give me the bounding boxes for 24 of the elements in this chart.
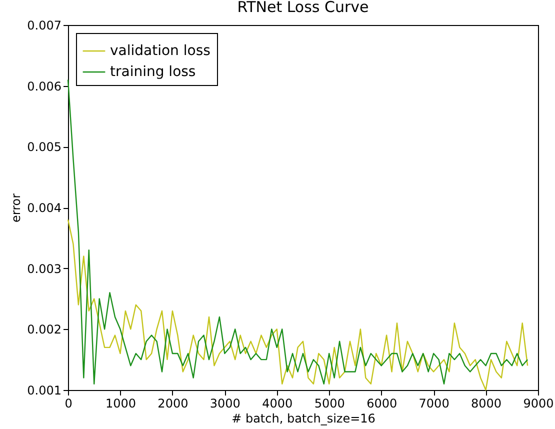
x-tick-label: 2000 xyxy=(158,396,188,410)
x-tick-label: 7000 xyxy=(418,396,450,410)
y-tick-label: 0.005 xyxy=(27,140,62,154)
y-tick-label: 0.004 xyxy=(27,201,62,215)
legend-label: validation loss xyxy=(110,43,210,59)
chart-title: RTNet Loss Curve xyxy=(237,0,369,16)
line-series xyxy=(67,219,528,391)
y-axis-title: error xyxy=(9,193,24,223)
y-tick-label: 0.001 xyxy=(27,384,62,398)
line-series xyxy=(67,79,528,385)
x-axis-title: # batch, batch_size=16 xyxy=(232,412,376,426)
x-tick-label: 8000 xyxy=(471,396,502,410)
x-tick-label: 1000 xyxy=(105,396,136,410)
x-tick-label: 4000 xyxy=(262,396,293,410)
y-tick-label: 0.002 xyxy=(27,322,62,337)
y-tick-label: 0.007 xyxy=(27,18,62,32)
x-tick-label: 5000 xyxy=(314,396,345,410)
x-tick-label: 9000 xyxy=(523,396,554,410)
legend-label: training loss xyxy=(110,64,196,80)
x-tick-label: 3000 xyxy=(210,396,240,410)
y-tick-label: 0.003 xyxy=(27,262,62,276)
x-tick-label: 0 xyxy=(64,396,72,410)
x-tick-label: 6000 xyxy=(366,396,398,410)
y-tick-label: 0.006 xyxy=(27,79,62,94)
